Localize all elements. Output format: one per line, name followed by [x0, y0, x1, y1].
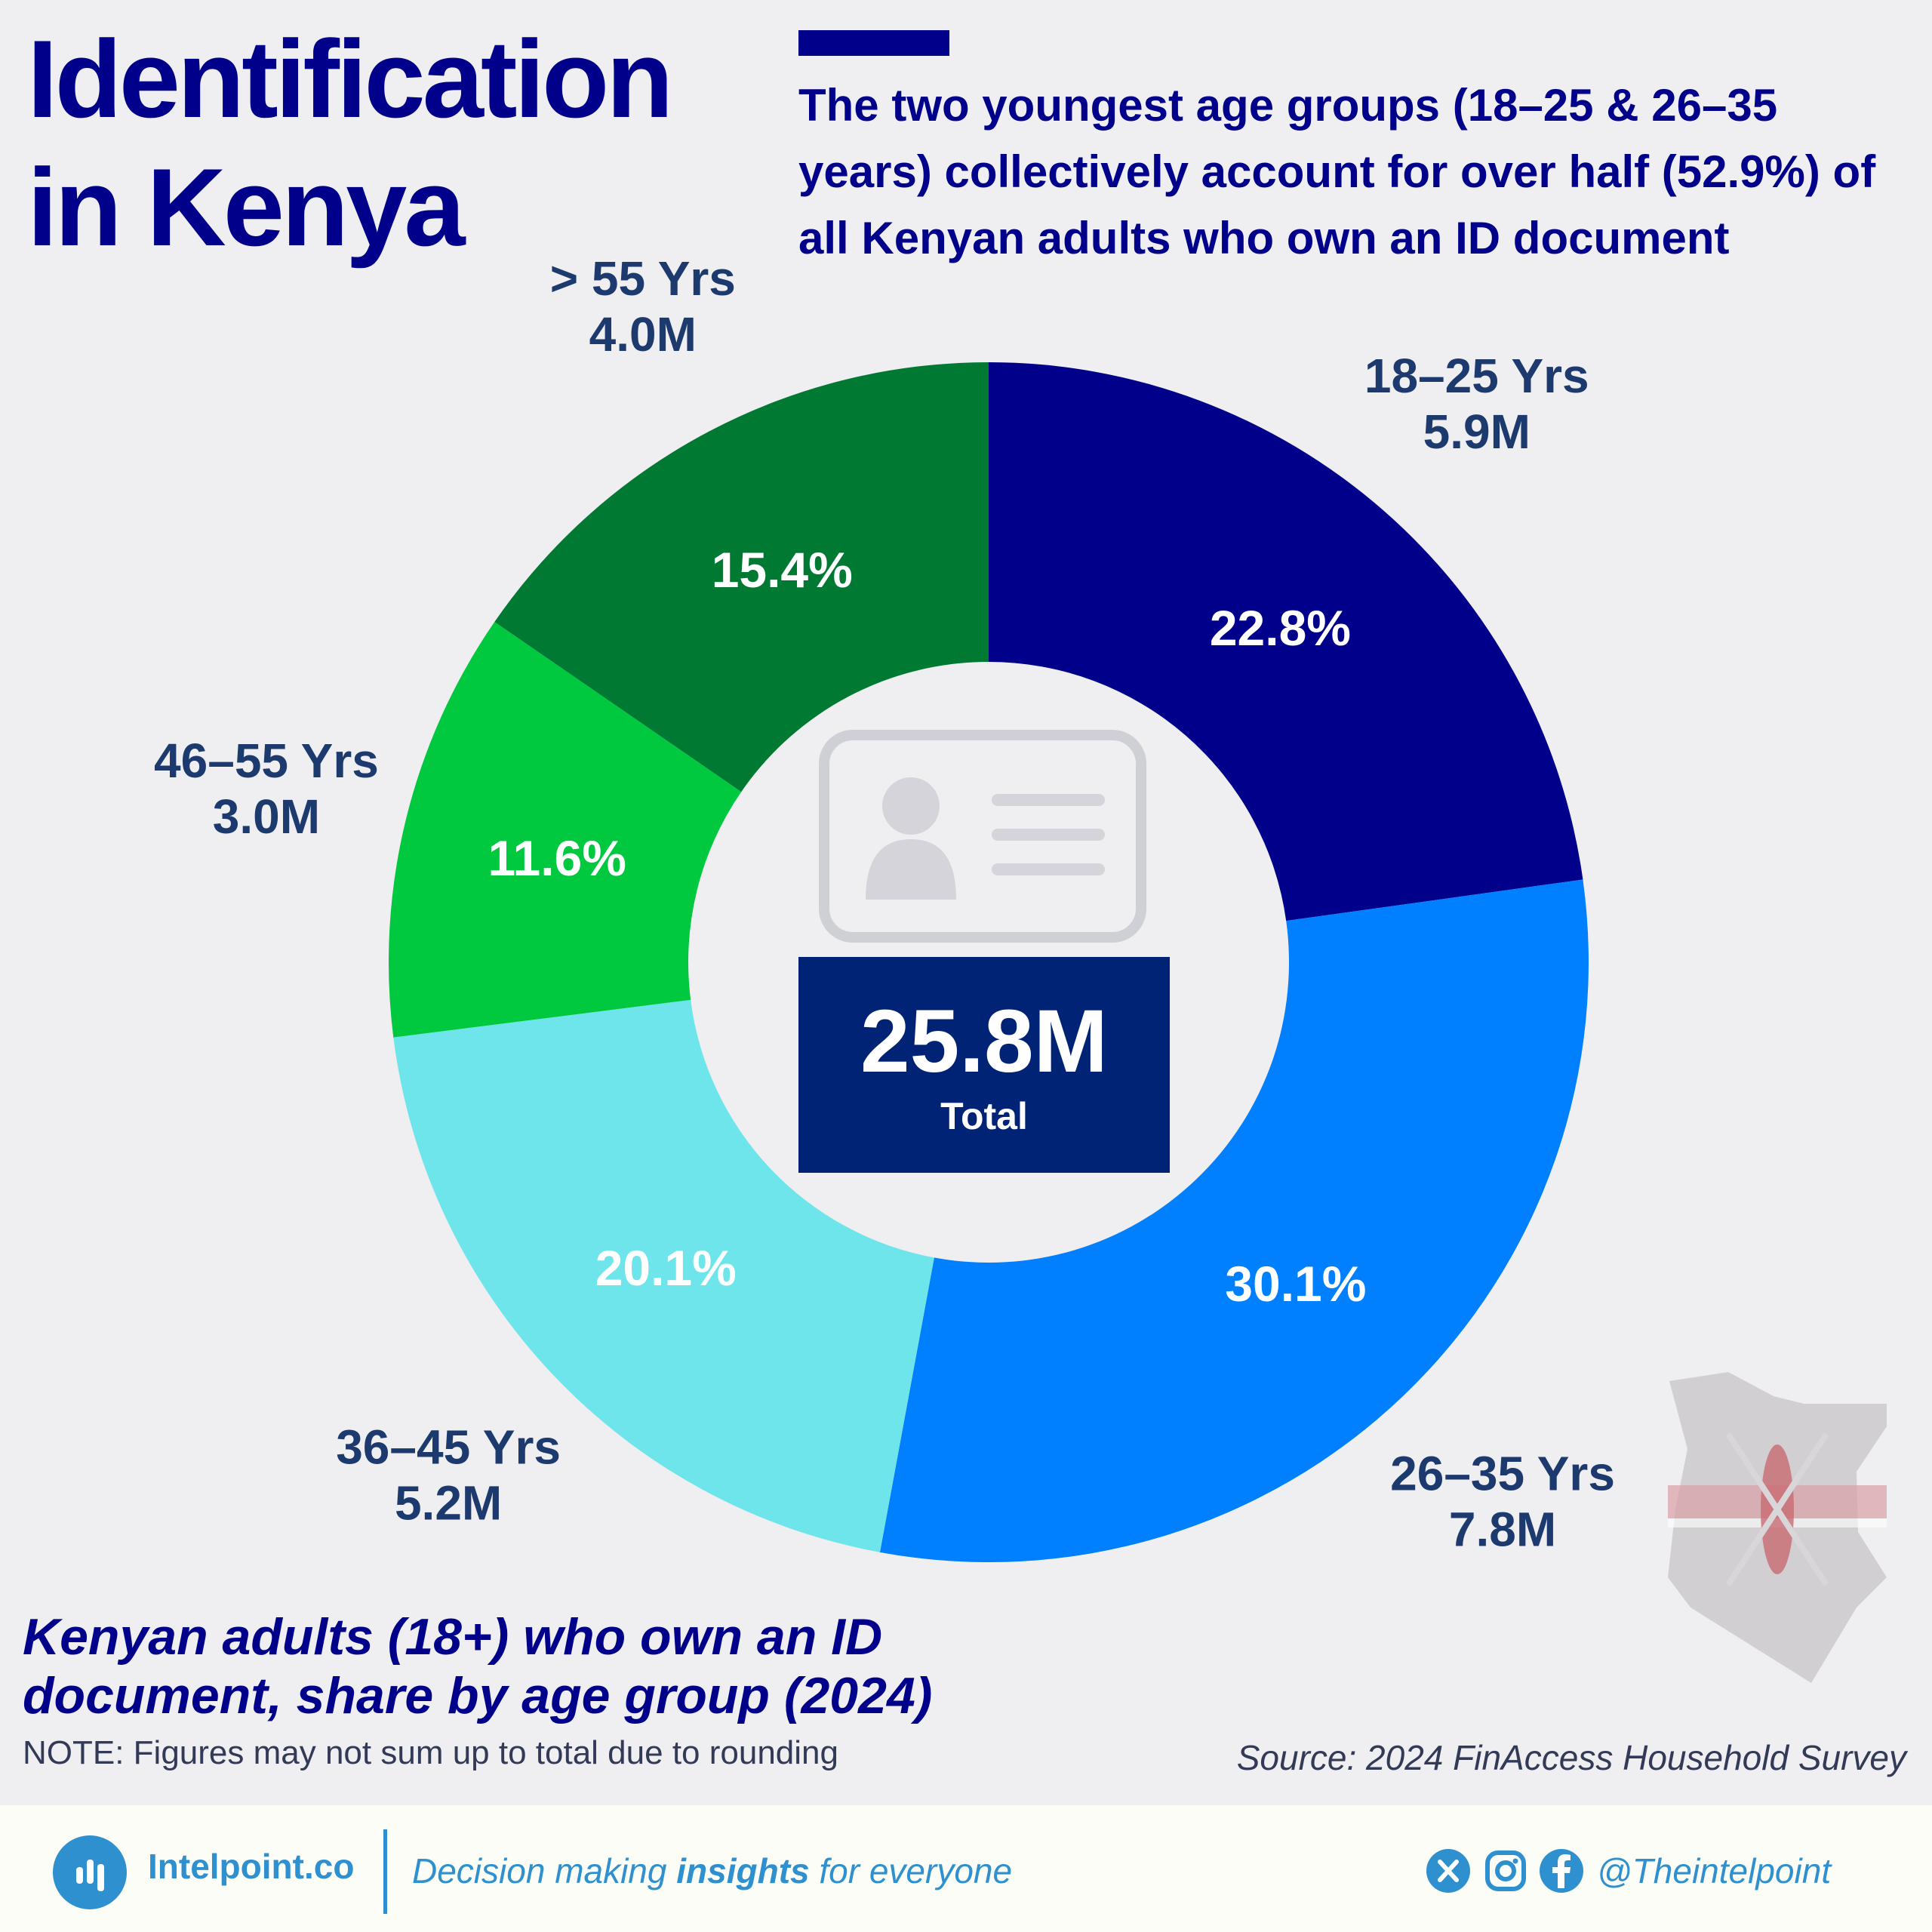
tagline-post: for everyone [809, 1851, 1013, 1890]
pct-label-36-45-yrs: 20.1% [595, 1240, 737, 1296]
pct-label-26-35-yrs: 30.1% [1225, 1256, 1366, 1312]
page-title: Identification in Kenya [27, 15, 673, 272]
category-label: 46–55 Yrs [154, 734, 379, 788]
count-label: 5.9M [1423, 405, 1531, 459]
count-label: 4.0M [589, 307, 697, 361]
outer-label-26-35-yrs: 26–35 Yrs 7.8M [1390, 1447, 1615, 1557]
slice-18-25-yrs [989, 362, 1583, 921]
rounding-note: NOTE: Figures may not sum up to total du… [23, 1734, 838, 1771]
labels-group: 22.8% 18–25 Yrs 5.9M 30.1% 26–35 Yrs 7.8M 20.1… [154, 251, 1615, 1557]
outer-label-46-55-yrs: 46–55 Yrs 3.0M [154, 734, 379, 844]
title-line-2: in Kenya [27, 146, 466, 269]
category-label: 26–35 Yrs [1390, 1447, 1615, 1501]
pct-label-18-25-yrs: 22.8% [1210, 600, 1351, 656]
slice-46-55-yrs [389, 622, 742, 1038]
brand-logo-icon[interactable] [53, 1835, 127, 1909]
category-label: 18–25 Yrs [1364, 349, 1589, 403]
brand-name[interactable]: Intelpoint.co [148, 1847, 355, 1886]
slices-group [389, 362, 1589, 1562]
title-line-1: Identification [27, 17, 673, 140]
total-label: Total [940, 1095, 1028, 1137]
count-label: 3.0M [213, 789, 320, 844]
social-handle[interactable]: @Theintelpoint [1597, 1851, 1832, 1890]
pct-label-46-55-yrs: 11.6% [488, 830, 626, 886]
slice-26-35-yrs [879, 879, 1589, 1562]
outer-label-36-45-yrs: 36–45 Yrs 5.2M [336, 1420, 561, 1531]
donut-chart: 22.8% 18–25 Yrs 5.9M 30.1% 26–35 Yrs 7.8M 20.1… [154, 251, 1615, 1562]
count-label: 7.8M [1449, 1503, 1556, 1557]
tagline-pre: Decision making [412, 1851, 677, 1890]
facebook-icon[interactable] [1540, 1849, 1583, 1893]
footer-divider [383, 1829, 387, 1914]
id-card-icon [819, 730, 1146, 943]
count-label: 5.2M [395, 1476, 502, 1531]
x-icon[interactable] [1426, 1849, 1470, 1893]
tagline: Decision making insights for everyone [412, 1850, 1012, 1891]
category-label: > 55 Yrs [550, 251, 736, 306]
tagline-bold: insights [676, 1851, 810, 1890]
accent-bar [798, 30, 949, 56]
slice-36-45-yrs [393, 999, 934, 1552]
source-note: Source: 2024 FinAccess Household Survey [1236, 1738, 1906, 1777]
slice-55-yrs [494, 362, 989, 792]
kenya-map-icon [1668, 1372, 1887, 1683]
total-value: 25.8M [860, 992, 1108, 1091]
pct-label-55-yrs: 15.4% [712, 542, 853, 598]
instagram-icon[interactable] [1484, 1849, 1527, 1893]
outer-label-18-25-yrs: 18–25 Yrs 5.9M [1364, 349, 1589, 459]
total-box: 25.8M Total [798, 957, 1170, 1173]
subtitle: The two youngest age groups (18–25 & 26–… [798, 80, 1876, 263]
footer: Intelpoint.co Decision making insights f… [0, 1805, 1932, 1932]
outer-label-55-yrs: > 55 Yrs 4.0M [550, 251, 736, 361]
chart-caption: Kenyan adults (18+) who own an ID docume… [23, 1608, 933, 1724]
category-label: 36–45 Yrs [336, 1420, 561, 1475]
